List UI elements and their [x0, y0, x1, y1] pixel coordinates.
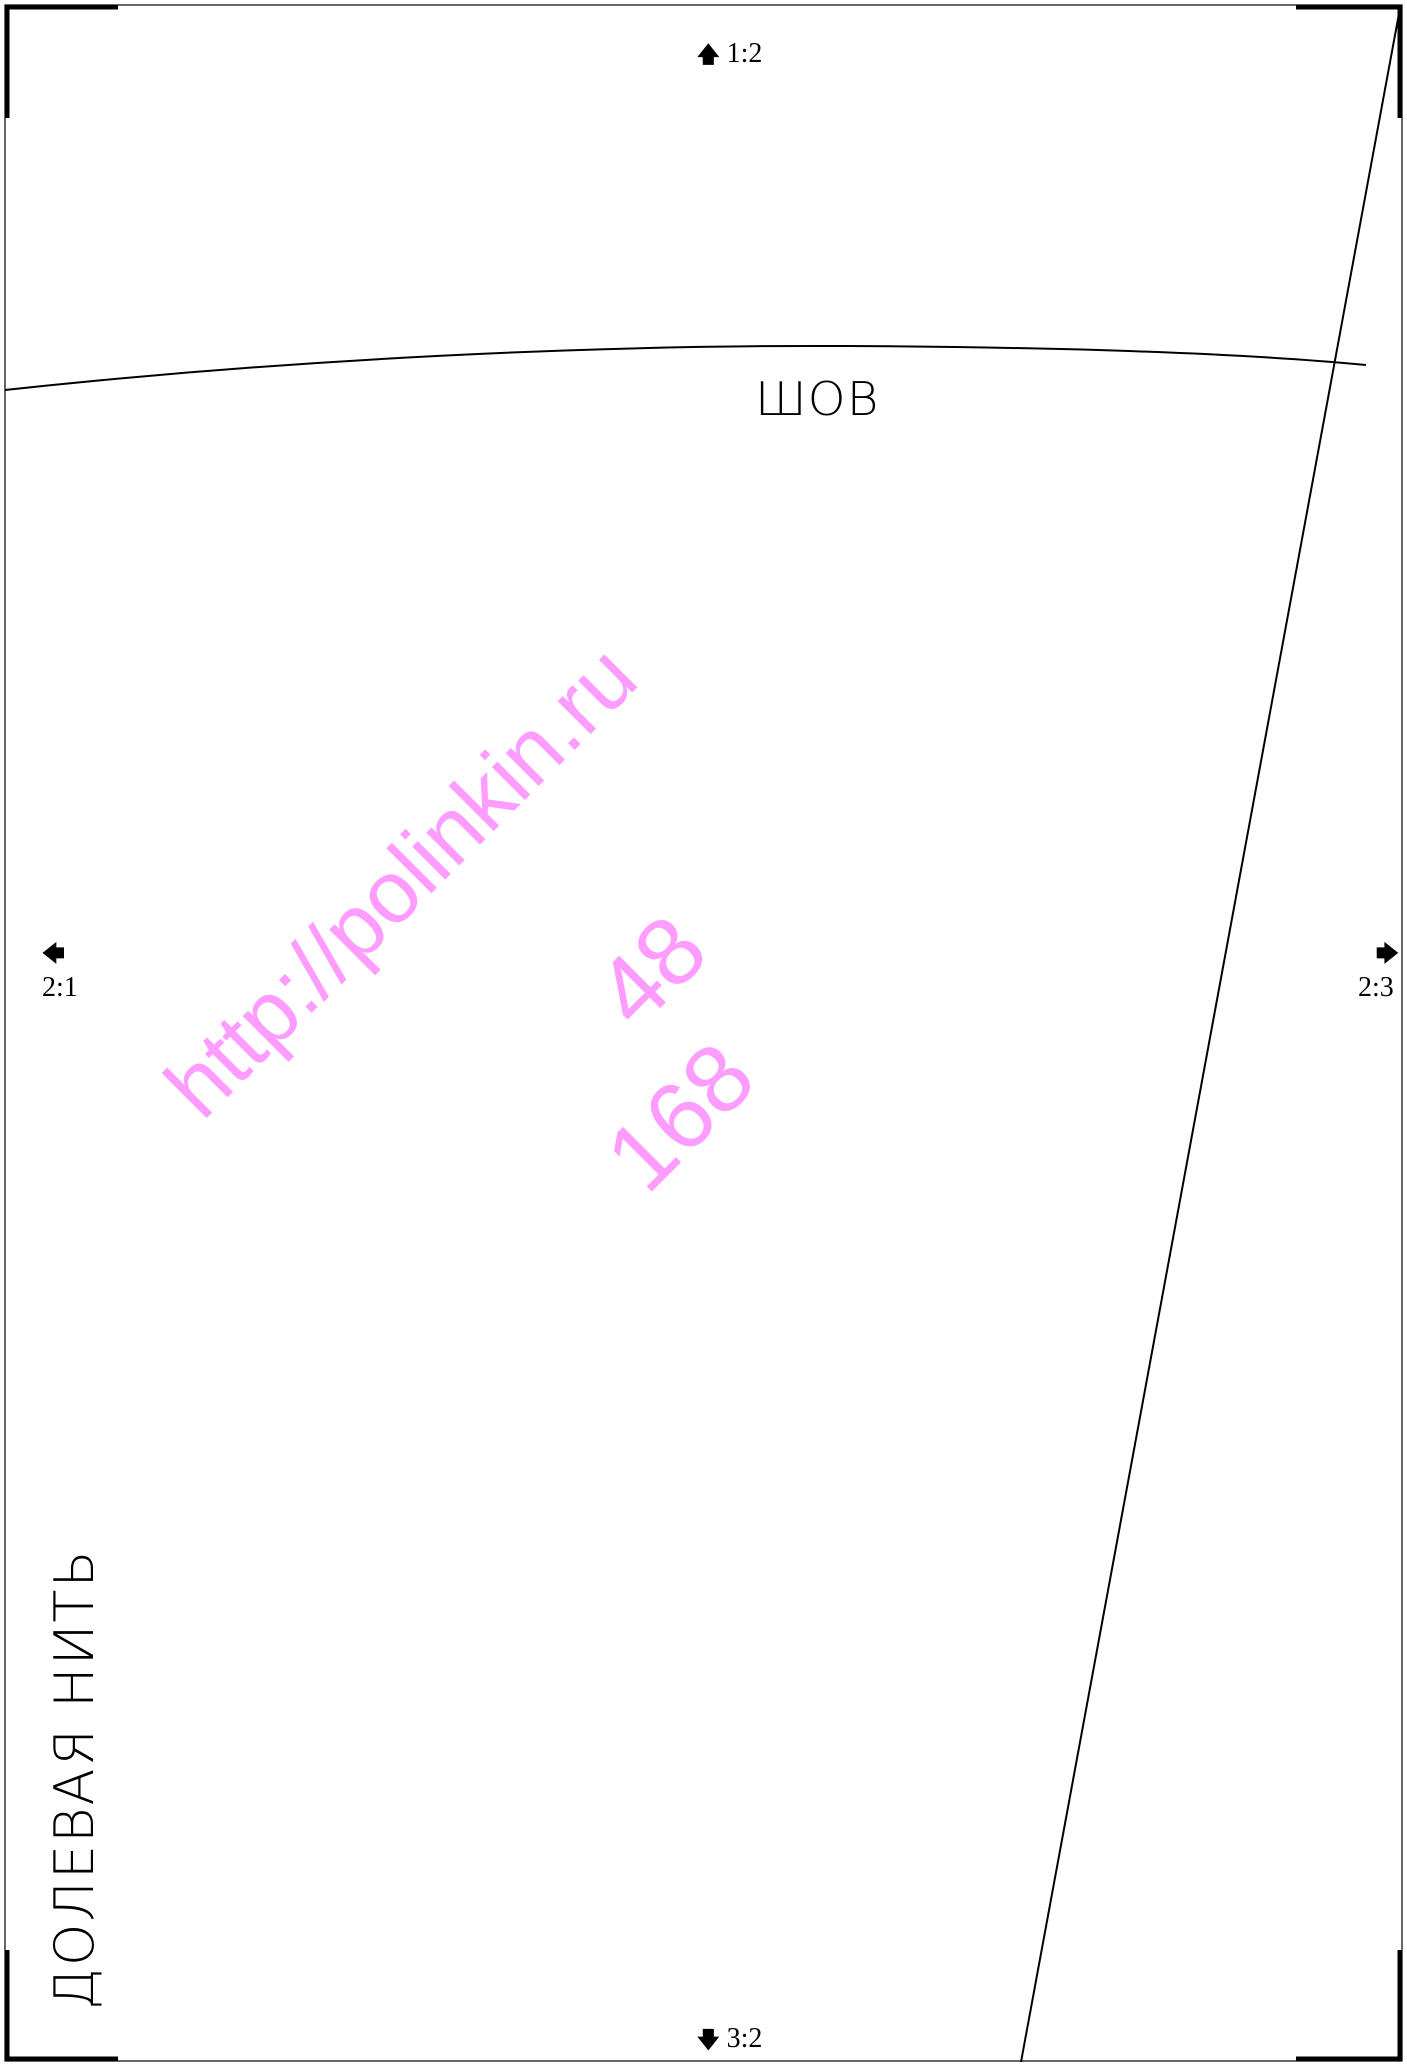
crop-mark-bottom-left: [4, 1950, 118, 2062]
nav-label-top: 1:2: [726, 38, 763, 69]
nav-marker-top: 🡅 1:2: [697, 40, 762, 68]
nav-marker-left: 🡄 2:1: [42, 944, 102, 1002]
side-line: [1020, 7, 1401, 2063]
arrow-up-icon: 🡅: [697, 43, 720, 68]
seam-label: ШОВ: [755, 372, 880, 426]
arrow-right-icon: 🡆: [1376, 942, 1399, 967]
arrow-left-icon: 🡄: [42, 942, 65, 967]
grain-line-label: ДОЛЕВАЯ НИТЬ: [43, 1548, 106, 2010]
arrow-down-icon: 🡇: [697, 2028, 720, 2053]
nav-label-bottom: 3:2: [726, 2023, 763, 2054]
crop-mark-top-left: [4, 4, 118, 118]
crop-mark-top-right: [1296, 4, 1403, 118]
nav-marker-right: 🡆 2:3: [1358, 944, 1407, 1002]
nav-label-right: 2:3: [1358, 972, 1394, 1003]
sheet-border: [4, 4, 1403, 2062]
crop-mark-bottom-right: [1296, 1950, 1403, 2062]
nav-label-left: 2:1: [42, 972, 78, 1003]
seam-line: [4, 344, 1367, 391]
crop-marks: [4, 4, 1403, 2062]
nav-marker-bottom: 🡇 3:2: [697, 2025, 762, 2053]
